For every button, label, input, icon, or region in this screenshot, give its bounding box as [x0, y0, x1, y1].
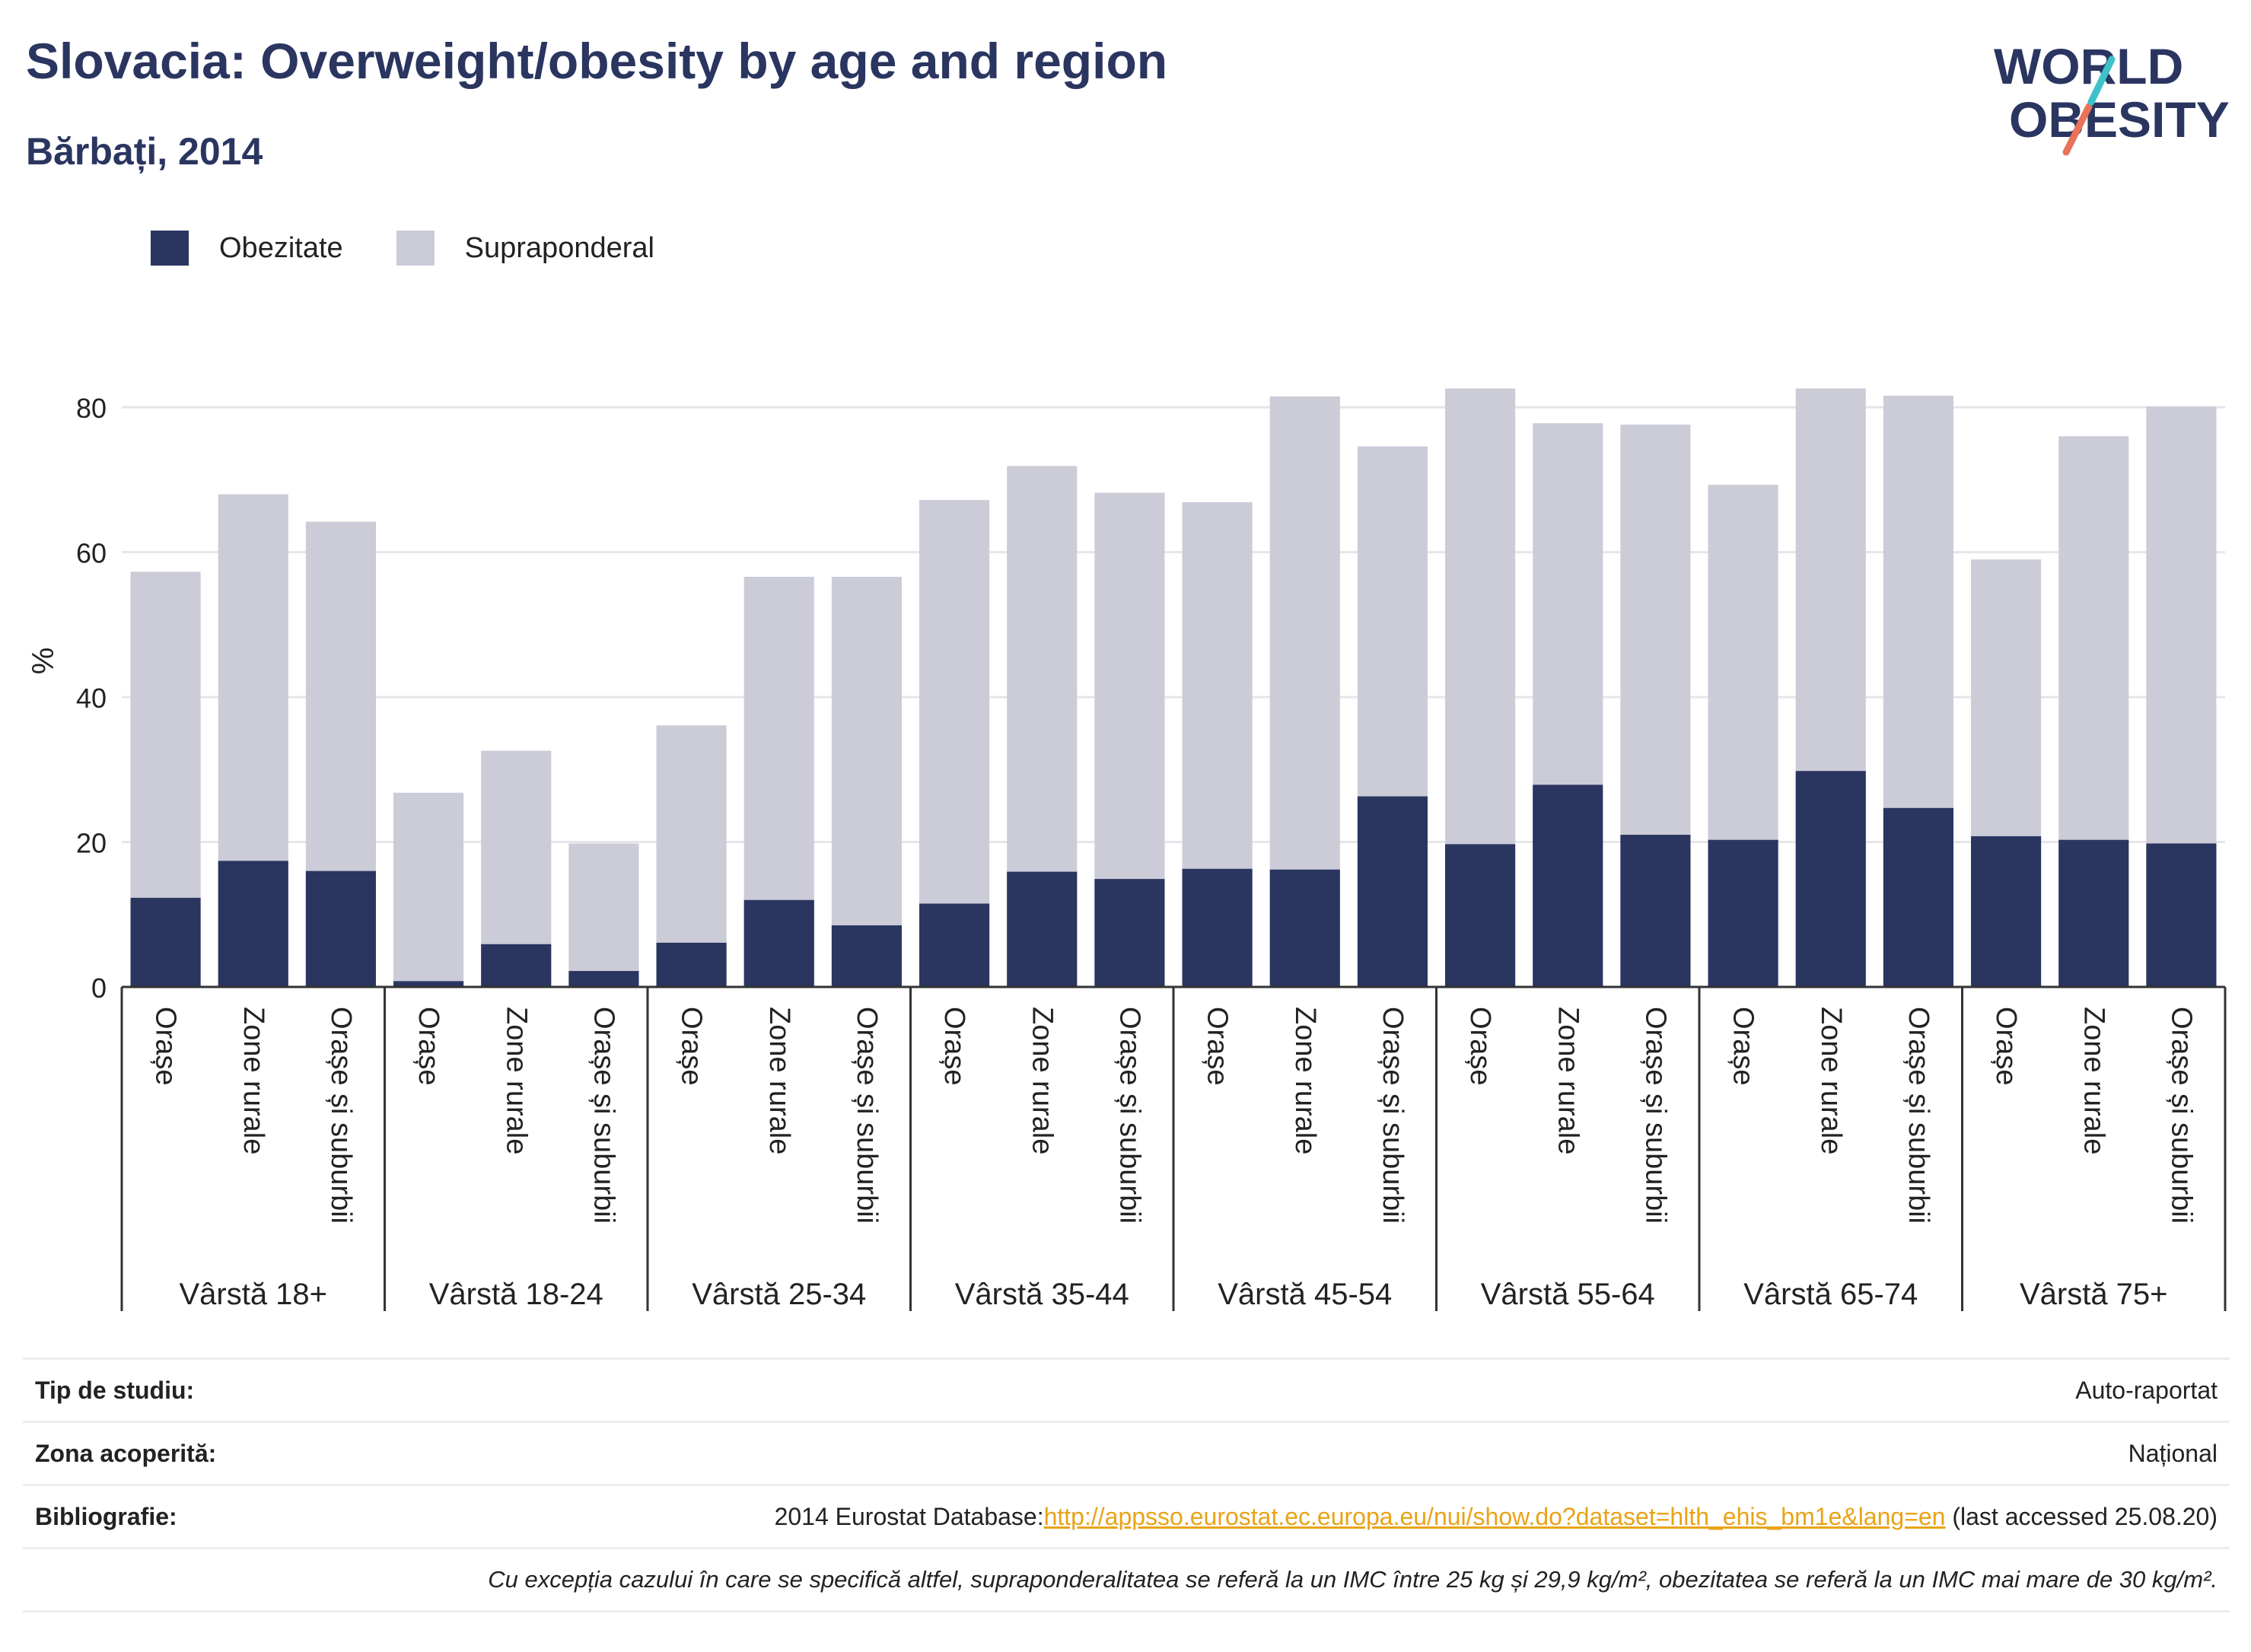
category-label: Orașe și suburbii	[1113, 1007, 1145, 1224]
category-label: Orașe	[1990, 1007, 2022, 1085]
y-tick-label: 0	[91, 972, 107, 1004]
bar-obesity	[2058, 839, 2129, 987]
category-label: Orașe și suburbii	[1902, 1007, 1934, 1224]
category-label: Orașe	[1727, 1007, 1759, 1085]
bar-obesity	[1533, 785, 1603, 987]
bar-obesity	[1795, 771, 1866, 987]
category-label: Orașe și suburbii	[851, 1007, 883, 1224]
y-axis-label: %	[27, 648, 60, 675]
info-row-study-type: Tip de studiu: Auto-raportat	[23, 1358, 2230, 1421]
bar-obesity	[1445, 844, 1516, 987]
bar-obesity	[831, 925, 902, 987]
y-tick-label: 80	[76, 393, 107, 424]
bibliography-link[interactable]: http://appsso.eurostat.ec.europa.eu/nui/…	[1043, 1502, 1946, 1530]
legend-swatch-obesity	[151, 231, 189, 266]
bar-obesity	[1269, 869, 1340, 987]
info-row-coverage: Zona acoperită: Național	[23, 1421, 2230, 1484]
category-label: Zone rurale	[1552, 1007, 1584, 1154]
bar-obesity	[919, 903, 990, 987]
info-key-bibliography: Bibliografie:	[35, 1502, 177, 1530]
category-label: Zone rurale	[1289, 1007, 1321, 1154]
category-label: Zone rurale	[763, 1007, 795, 1154]
group-label: Vârstă 65-74	[1743, 1278, 1918, 1311]
svg-text:WORLD: WORLD	[1994, 38, 2183, 94]
legend-label-overweight: Supraponderal	[464, 231, 654, 264]
category-label: Orașe și suburbii	[325, 1007, 357, 1224]
legend-item-overweight[interactable]: Supraponderal	[396, 231, 654, 266]
bar-obesity	[2146, 843, 2217, 987]
category-label: Orașe	[412, 1007, 444, 1085]
world-obesity-logo: WORLD OBESITY	[1994, 38, 2230, 156]
bar-overweight	[393, 792, 464, 987]
info-value-bibliography: 2014 Eurostat Database:http://appsso.eur…	[775, 1503, 2230, 1531]
bar-obesity	[1182, 868, 1253, 987]
chart-title: Slovacia: Overweight/obesity by age and …	[26, 33, 1168, 89]
definition-note: Cu excepția cazului în care se specifică…	[23, 1547, 2230, 1612]
category-label: Orașe	[1464, 1007, 1496, 1085]
bar-obesity	[393, 981, 464, 987]
bar-obesity	[1357, 796, 1428, 987]
chart-legend: Obezitate Supraponderal	[151, 225, 708, 271]
category-label: Orașe	[938, 1007, 970, 1085]
group-label: Vârstă 18-24	[429, 1278, 603, 1311]
bar-chart: 0 20 40 60 80% Orașe Zone rurale Orașe și subur…	[27, 388, 2227, 1311]
info-row-bibliography: Bibliografie: 2014 Eurostat Database:htt…	[23, 1484, 2230, 1547]
svg-text:OBESITY: OBESITY	[2009, 91, 2230, 148]
bar-obesity	[1883, 807, 1953, 987]
group-label: Vârstă 18+	[179, 1278, 327, 1311]
info-key-coverage: Zona acoperită:	[35, 1439, 217, 1467]
category-label: Zone rurale	[1026, 1007, 1058, 1154]
legend-swatch-overweight	[396, 231, 435, 266]
category-label: Zone rurale	[1815, 1007, 1847, 1154]
bar-obesity	[305, 871, 376, 987]
group-label: Vârstă 45-54	[1218, 1278, 1392, 1311]
category-label: Orașe și suburbii	[1377, 1007, 1409, 1224]
info-key-study-type: Tip de studiu:	[35, 1376, 195, 1404]
category-label: Zone rurale	[237, 1007, 269, 1154]
group-label: Vârstă 55-64	[1481, 1278, 1655, 1311]
legend-label-obesity: Obezitate	[219, 231, 343, 264]
bar-obesity	[481, 944, 552, 987]
category-label: Zone rurale	[2077, 1007, 2109, 1154]
bar-obesity	[656, 942, 727, 987]
group-label: Vârstă 75+	[2020, 1278, 2168, 1311]
bar-obesity	[1971, 836, 2042, 987]
info-value-coverage: Național	[2128, 1439, 2218, 1467]
bar-obesity	[1094, 879, 1165, 987]
category-label: Zone rurale	[500, 1007, 532, 1154]
group-label: Vârstă 25-34	[692, 1278, 866, 1311]
bar-obesity	[1620, 835, 1691, 987]
y-tick-label: 40	[76, 683, 107, 714]
legend-item-obesity[interactable]: Obezitate	[151, 231, 343, 266]
category-label: Orașe	[150, 1007, 182, 1085]
y-tick-label: 20	[76, 828, 107, 859]
bar-overweight	[831, 577, 902, 987]
bar-obesity	[743, 899, 814, 987]
bar-obesity	[568, 971, 639, 987]
bibliography-prefix: 2014 Eurostat Database:	[774, 1502, 1044, 1530]
bar-obesity	[218, 861, 288, 987]
bar-overweight	[568, 843, 639, 987]
bar-obesity	[1007, 871, 1078, 987]
category-label: Orașe	[676, 1007, 708, 1085]
info-table: Tip de studiu: Auto-raportat Zona acoper…	[23, 1358, 2230, 1612]
bar-obesity	[1708, 839, 1778, 987]
category-label: Orașe și suburbii	[1639, 1007, 1671, 1224]
bar-obesity	[130, 897, 201, 987]
chart-subtitle: Bărbați, 2014	[26, 130, 263, 173]
group-label: Vârstă 35-44	[955, 1278, 1129, 1311]
category-label: Orașe și suburbii	[2165, 1007, 2197, 1224]
category-label: Orașe și suburbii	[587, 1007, 619, 1224]
info-value-study-type: Auto-raportat	[2075, 1376, 2218, 1404]
bibliography-suffix: (last accessed 25.08.20)	[1945, 1502, 2218, 1530]
y-tick-label: 60	[76, 538, 107, 569]
category-label: Orașe	[1202, 1007, 1234, 1085]
